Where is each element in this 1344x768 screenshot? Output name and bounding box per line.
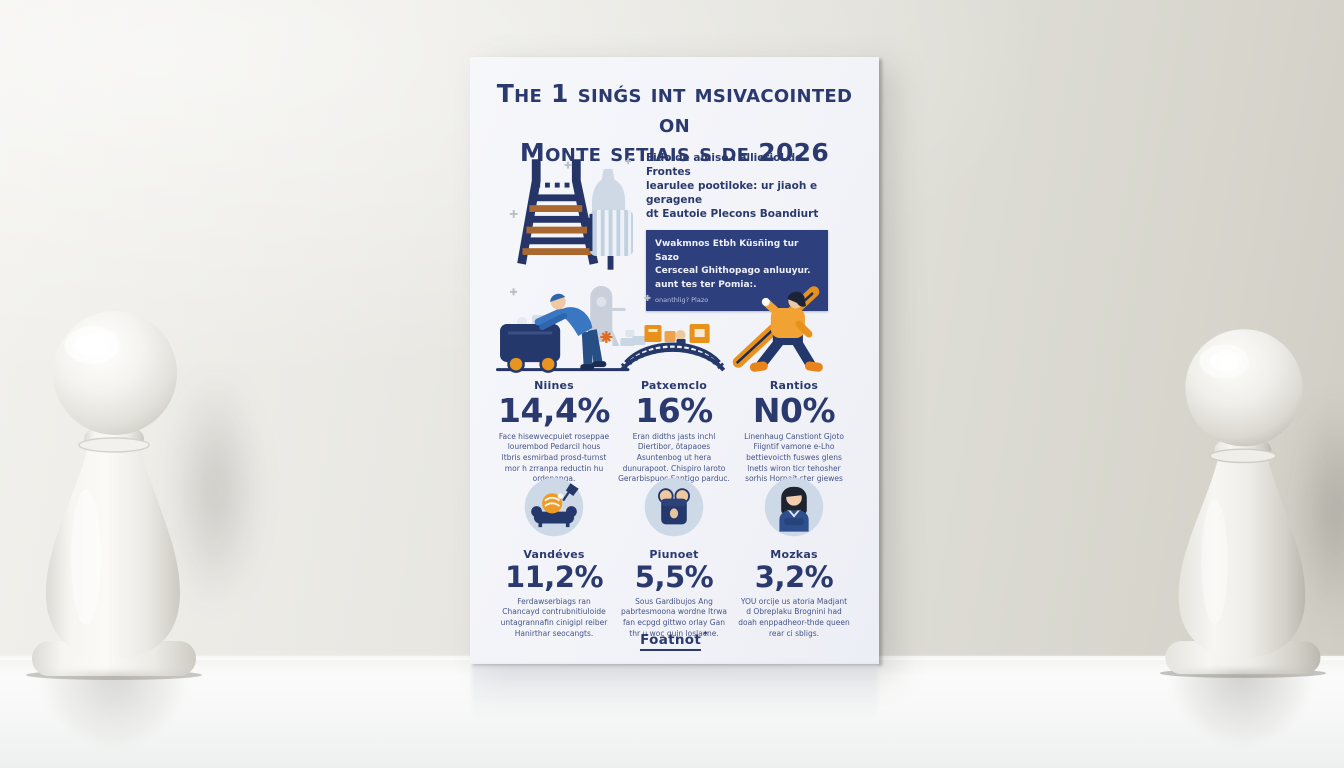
- beam-worker-icon: [732, 286, 823, 372]
- stats-row-2: Vandéves 11,2% Ferdawserbiags ran Chanca…: [498, 475, 850, 639]
- left-pawn-reflection: [32, 672, 197, 757]
- callout-line3: aunt tes ter Pomia:.: [655, 279, 757, 290]
- pawn-body: [1178, 457, 1306, 659]
- stat-description: YOU orcije us atoria Madjant d Obreplaku…: [738, 596, 850, 638]
- poster-footer: Foatnot✶: [470, 629, 879, 651]
- right-pawn-figurine: [1159, 329, 1327, 678]
- rest-lamp-icon: [524, 477, 584, 537]
- pawn-head: [1185, 329, 1303, 447]
- stat-value: N0%: [752, 391, 836, 430]
- stat-mozkas: Mozkas 3,2% YOU orcije us atoria Madjant…: [738, 475, 850, 639]
- striped-silo: [589, 210, 634, 256]
- logo-star-icon: ✶: [702, 629, 709, 638]
- right-pawn-reflection: [1162, 670, 1322, 755]
- stat-vandeves: Vandéves 11,2% Ferdawserbiags ran Chanca…: [498, 475, 610, 639]
- callout-footnote: onanthlig? Plazo: [655, 296, 709, 305]
- workers-scene-icon: [496, 285, 823, 373]
- woman-icon: [764, 477, 824, 537]
- factory-icon: [509, 158, 634, 270]
- worker-cart-icon: [534, 293, 607, 371]
- bottle-shape: [591, 168, 626, 214]
- stat-value: 5,5%: [634, 560, 714, 594]
- tower-legs: [517, 159, 599, 265]
- intro-block: Eidoide amiso l alliotiol de Frontes lea…: [646, 151, 828, 312]
- stat-label: Rantios: [769, 379, 819, 392]
- body-highlight: [1201, 499, 1228, 625]
- stat-value: 11,2%: [504, 560, 604, 594]
- poster-title-line2: Monte setiais s de 2026: [519, 138, 830, 167]
- head-highlight-core: [1209, 351, 1239, 371]
- intro-line3: dt Eautoie Plecons Boandiurt: [646, 208, 819, 221]
- stat-label: Patxemclo: [640, 379, 708, 392]
- poster-reflection: [472, 664, 878, 719]
- callout-box: Vwakmnos Etbh Küsñing tur Sazo Cersceal …: [646, 230, 828, 312]
- bag-icon: [644, 477, 704, 537]
- silo-leg: [607, 256, 614, 270]
- stat-value: 16%: [635, 391, 713, 430]
- poster-title: The 1 sinǵs int msivacointed on Monte se…: [480, 79, 869, 168]
- stat-patxemclo: Patxemclo 16% Eran didths jasts inchl Di…: [618, 379, 730, 496]
- orange-sparkle-icon: [600, 331, 613, 344]
- footer-logo: Foatnot: [640, 632, 702, 651]
- ground-line: [496, 368, 630, 372]
- stat-label: Vandéves: [523, 548, 585, 561]
- intro-line1: Eidoide amiso l alliotiol de Frontes: [646, 152, 803, 179]
- tower-dots: [535, 182, 570, 188]
- neck-ring: [1209, 448, 1277, 464]
- stat-description: Sous Gardibujos Ang pabrtesmoona wordne …: [620, 596, 728, 638]
- left-pawn-figurine: [26, 311, 202, 680]
- stat-piunoet: Piunoet 5,5% Sous Gardibujos Ang pabrtes…: [618, 475, 730, 639]
- pipe: [580, 217, 590, 223]
- small-parcels: [620, 330, 635, 347]
- infographic-poster: The 1 sinǵs int msivacointed on Monte se…: [470, 57, 879, 664]
- sparkle-icon: [510, 288, 651, 301]
- pawn-body: [46, 447, 180, 659]
- body-highlight: [71, 489, 101, 625]
- callout-line1: Vwakmnos Etbh Küsñing tur Sazo: [655, 239, 799, 263]
- callout-line2: Cersceal Ghithopago anluuyur.: [655, 266, 811, 277]
- stat-label: Niines: [534, 379, 574, 392]
- workers-illustration: [494, 279, 830, 377]
- stat-label: Mozkas: [770, 548, 818, 561]
- pawn-head: [53, 311, 177, 435]
- tower-rungs: [522, 194, 591, 256]
- stats-row-1: Niines 14,4% Face hisewvecpuiet roseppae…: [498, 379, 850, 496]
- stat-value: 3,2%: [754, 560, 834, 594]
- head-highlight-core: [76, 334, 108, 356]
- conveyor-icon: [619, 323, 726, 372]
- sparkle-icon: [509, 158, 632, 218]
- poster-title-line1: The 1 sinǵs int msivacointed on: [496, 79, 853, 138]
- cart-icon: [500, 314, 561, 373]
- stat-value: 14,4%: [498, 391, 611, 430]
- neck-ring: [78, 437, 150, 453]
- factory-illustration: [502, 153, 634, 271]
- stat-description: Ferdawserbiags ran Chancayd contrubnitiu…: [500, 596, 608, 638]
- intro-line2: learulee pootiloke: ur jiaoh e geragene: [646, 180, 818, 207]
- stat-label: Piunoet: [649, 548, 699, 561]
